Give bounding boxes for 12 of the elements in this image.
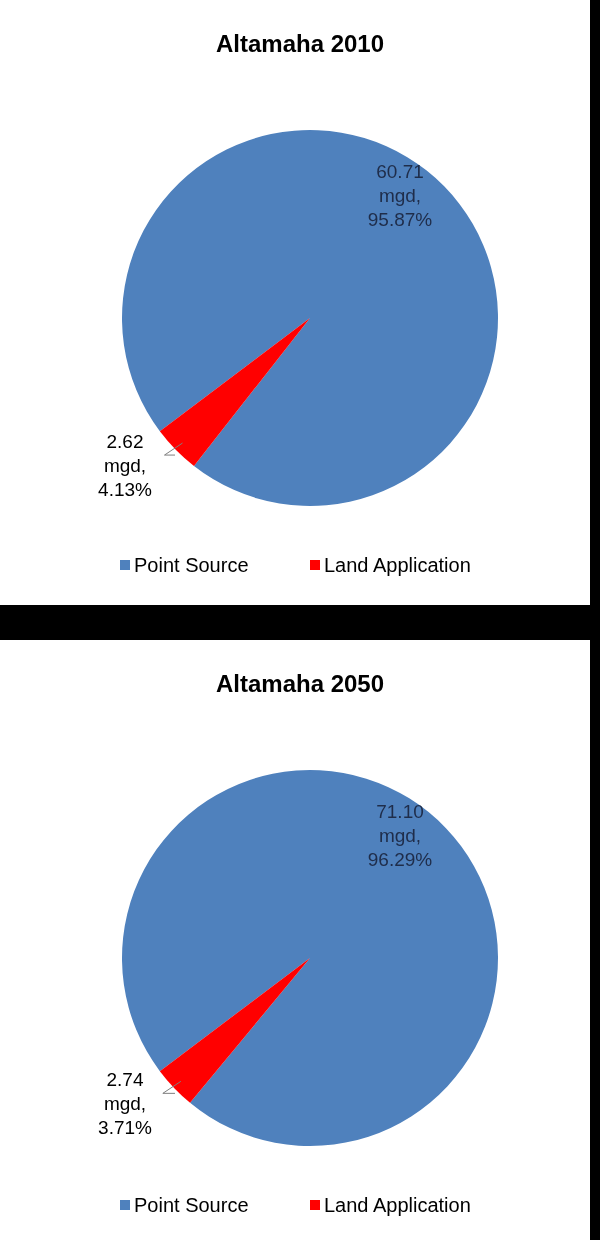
legend-label: Point Source xyxy=(134,1194,249,1216)
data-label: 2.74 mgd, 3.71% xyxy=(98,1069,153,1139)
legend-label: Land Application xyxy=(324,1194,471,1216)
legend-label: Land Application xyxy=(324,554,471,576)
data-label: 60.71 mgd, 95.87% xyxy=(367,161,433,230)
chart-title: Altamaha 2050 xyxy=(215,670,385,697)
data-label: 2.62 mgd, 4.13% xyxy=(98,431,153,501)
pie-slice xyxy=(159,958,310,1103)
legend-label: Point Source xyxy=(134,554,249,576)
pie-slice xyxy=(159,318,310,466)
data-label: 71.10 mgd, 96.29% xyxy=(367,801,433,870)
chart-title: Altamaha 2010 xyxy=(215,30,385,57)
